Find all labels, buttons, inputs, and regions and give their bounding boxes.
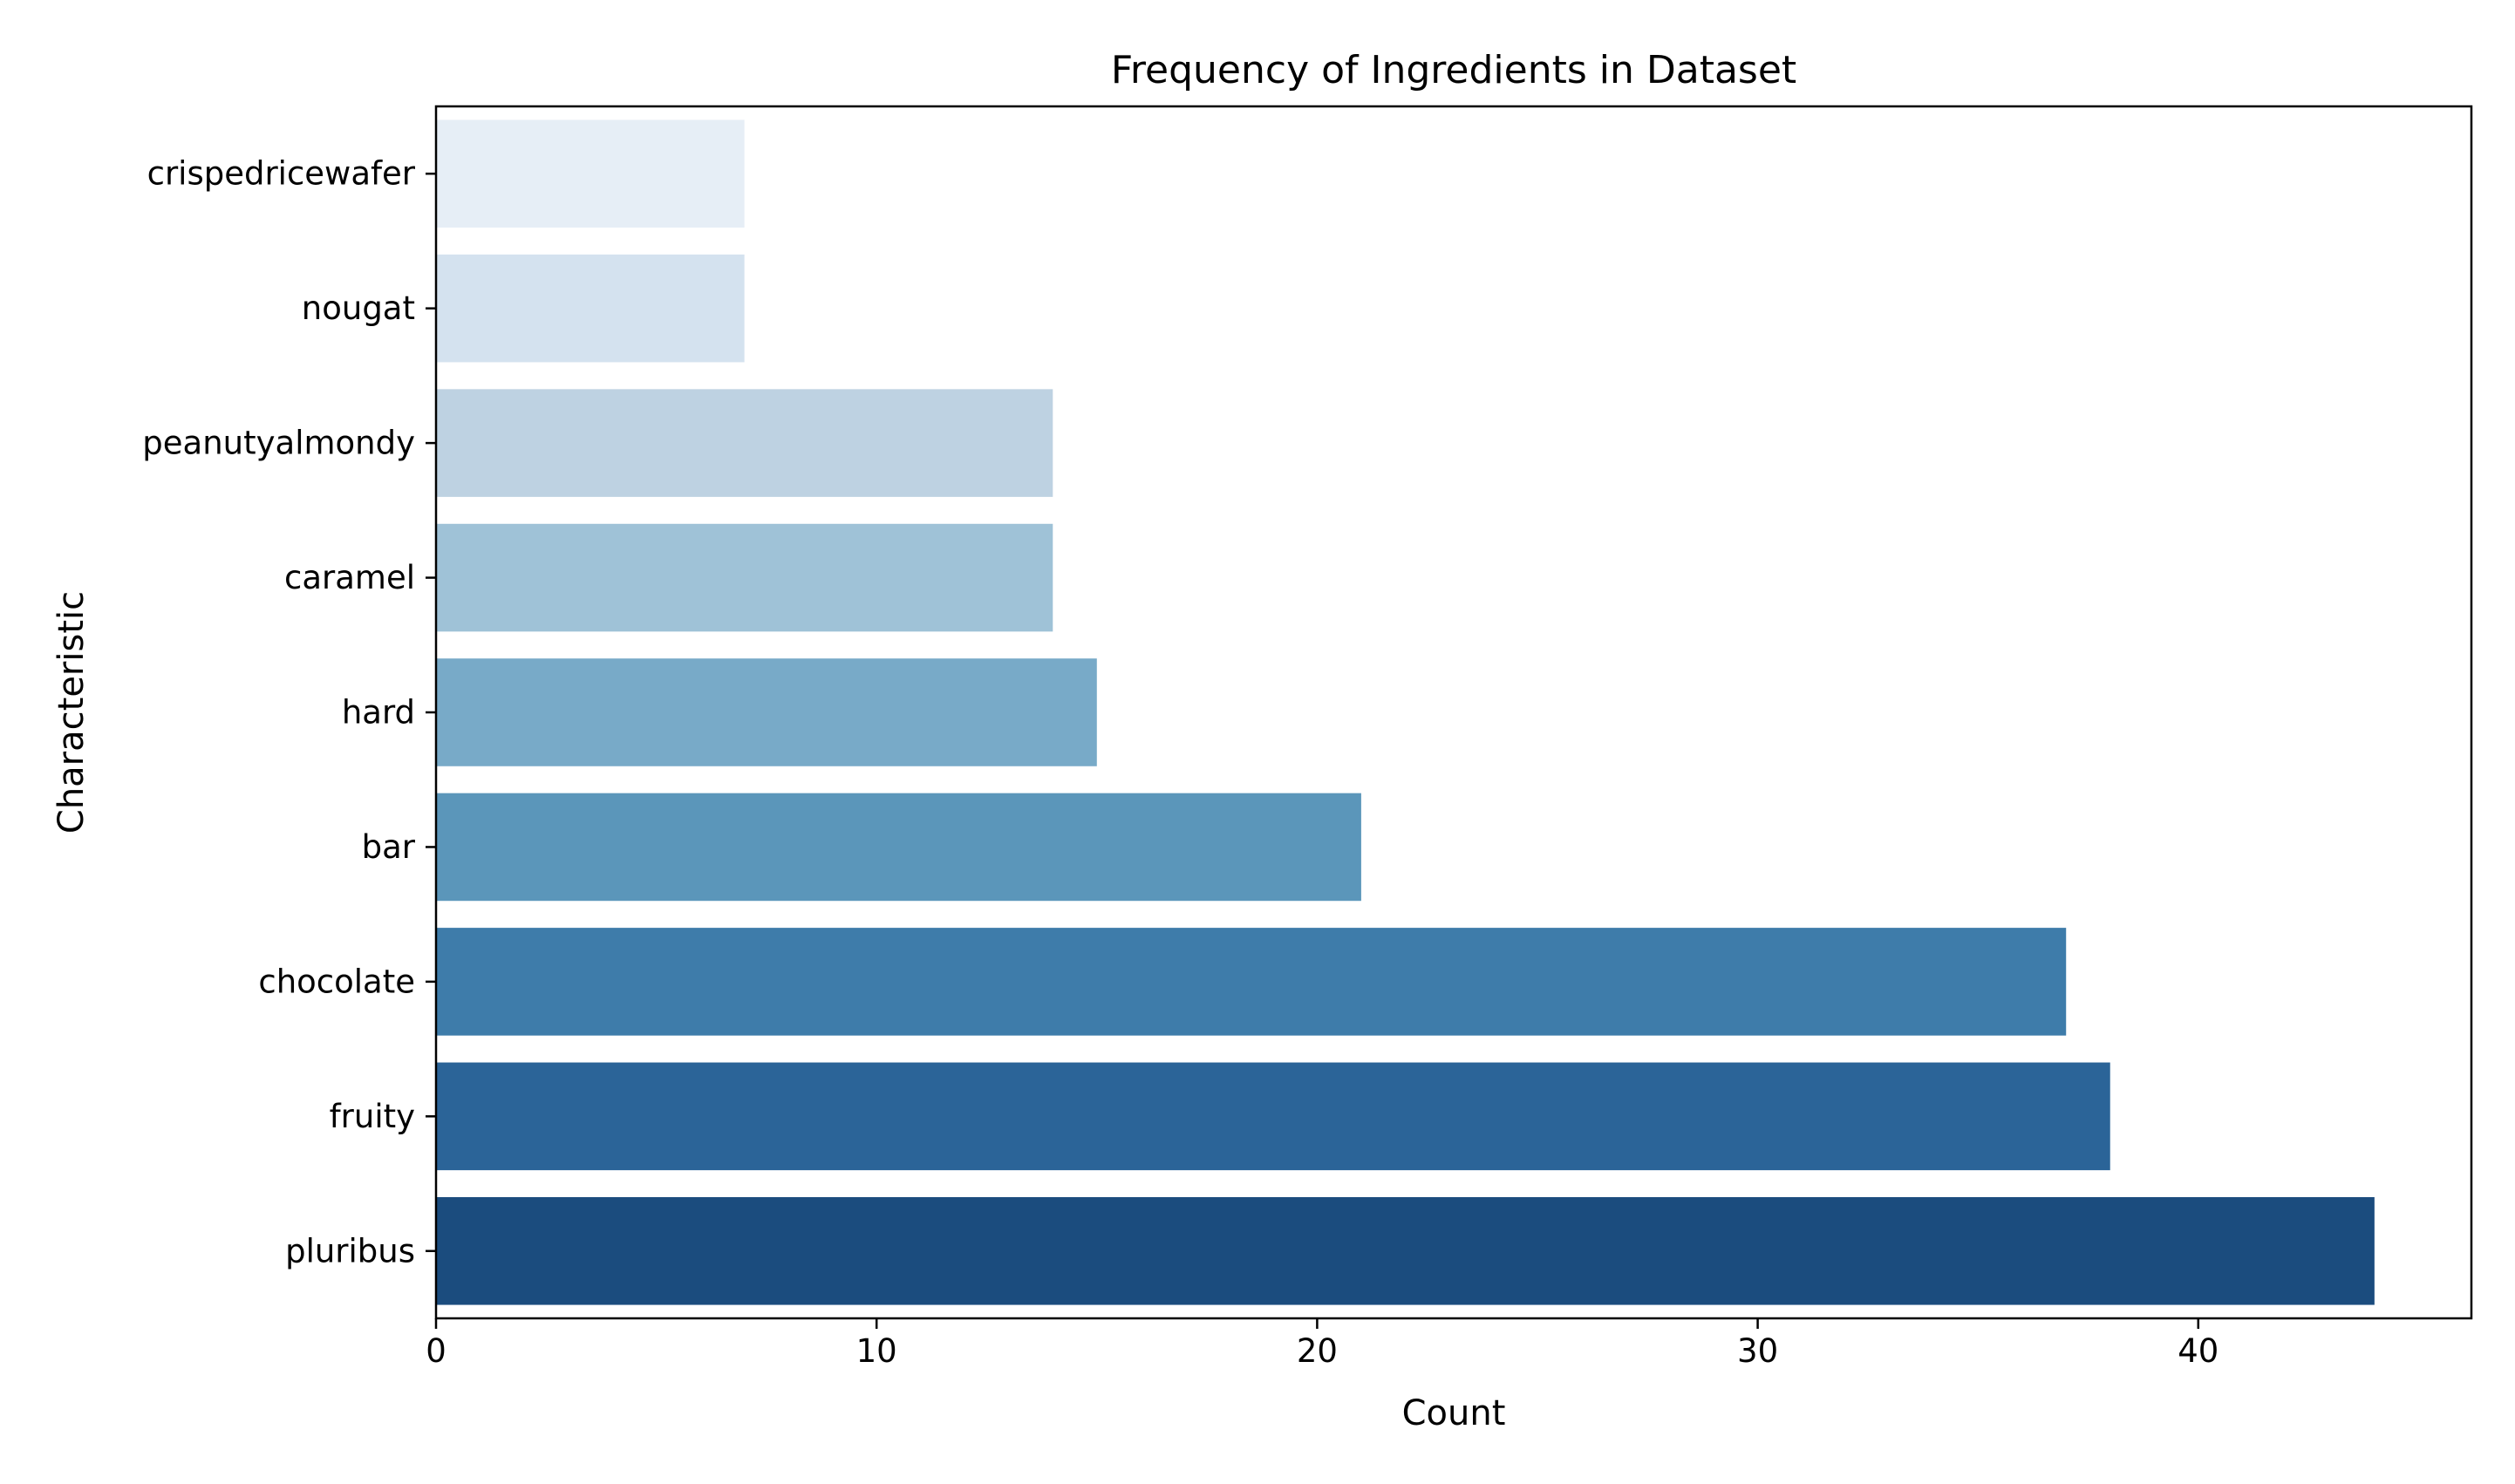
bar-caramel [436, 523, 1053, 632]
bar-fruity [436, 1062, 2110, 1171]
bar-bar [436, 793, 1361, 902]
bar-crispedricewafer [436, 119, 745, 228]
y-tick-label-caramel: caramel [284, 559, 415, 596]
x-tick-label: 10 [856, 1332, 897, 1370]
y-axis-label: Characteristic [51, 591, 92, 834]
x-tick-label: 40 [2178, 1332, 2219, 1370]
y-tick-label-chocolate: chocolate [258, 963, 415, 1000]
y-tick-label-pluribus: pluribus [285, 1232, 415, 1270]
y-tick-label-hard: hard [342, 694, 415, 732]
bars-layer [436, 119, 2375, 1305]
chart-title: Frequency of Ingredients in Dataset [1111, 48, 1796, 92]
y-tick-label-bar: bar [362, 828, 416, 866]
x-tick-label: 30 [1737, 1332, 1778, 1370]
y-tick-label-crispedricewafer: crispedricewafer [147, 155, 416, 193]
y-tick-label-peanutyalmondy: peanutyalmondy [142, 425, 415, 462]
bar-hard [436, 658, 1097, 766]
bar-chocolate [436, 928, 2067, 1036]
y-tick-label-nougat: nougat [302, 289, 415, 327]
ticks-layer: crispedricewafer nougat peanutyalmondy cara… [142, 155, 2219, 1370]
bar-pluribus [436, 1197, 2375, 1305]
x-tick-label: 20 [1297, 1332, 1338, 1370]
x-tick-label: 0 [426, 1332, 446, 1370]
bar-nougat [436, 254, 745, 363]
x-axis-label: Count [1402, 1393, 1506, 1433]
y-tick-label-fruity: fruity [330, 1098, 415, 1135]
bar-peanutyalmondy [436, 389, 1053, 497]
